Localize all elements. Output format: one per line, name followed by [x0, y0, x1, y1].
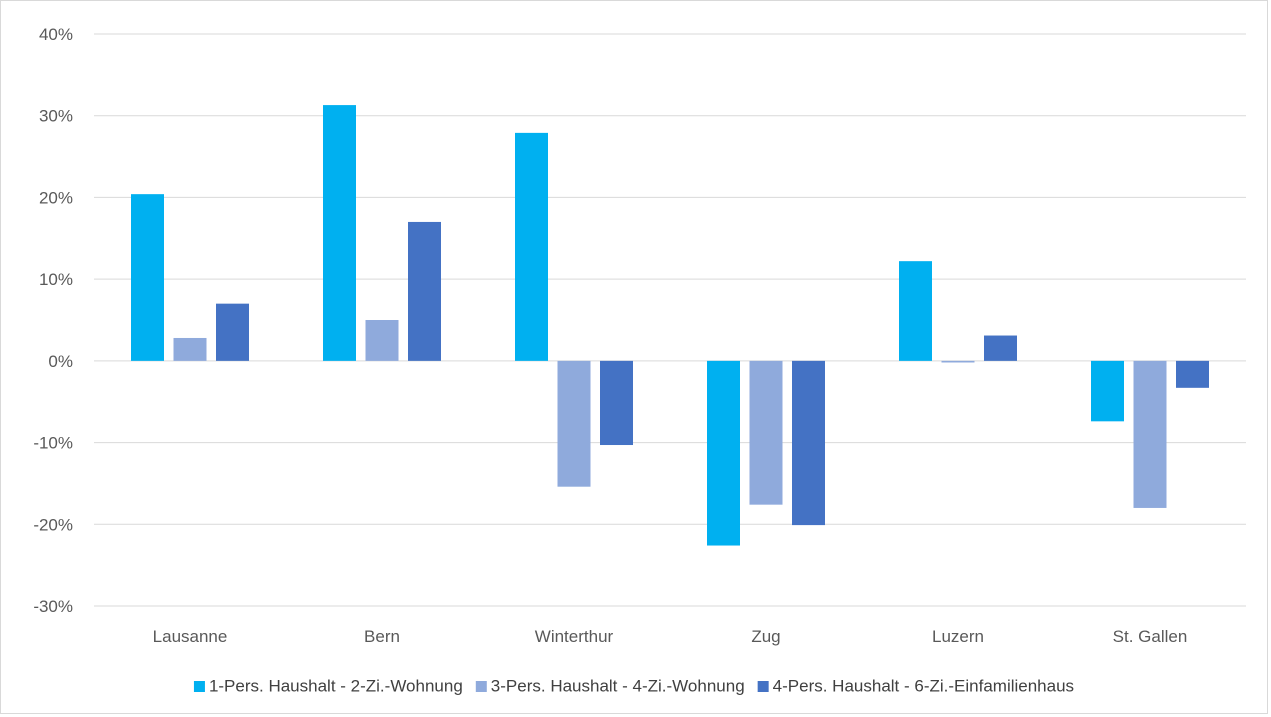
y-tick-label: 10%	[39, 270, 73, 289]
bar-st-gallen-series-3	[1176, 360, 1209, 388]
y-tick-label: 30%	[39, 107, 73, 126]
y-tick-label: -20%	[33, 515, 73, 534]
legend-item: 3-Pers. Haushalt - 4-Zi.-Wohnung	[475, 677, 745, 696]
gridlines	[94, 33, 1246, 607]
legend-item: 1-Pers. Haushalt - 2-Zi.-Wohnung	[193, 677, 463, 696]
x-category-label: St. Gallen	[1113, 627, 1188, 646]
x-category-label: Winterthur	[535, 627, 614, 646]
bar-luzern-series-3	[984, 335, 1017, 361]
bar-st-gallen-series-2	[1133, 360, 1167, 508]
y-tick-label: 20%	[39, 188, 73, 207]
x-category-label: Bern	[364, 627, 400, 646]
bar-winterthur-series-3	[600, 360, 633, 446]
legend-item: 4-Pers. Haushalt - 6-Zi.-Einfamilienhaus	[757, 677, 1074, 696]
bar-zug-series-2	[749, 360, 783, 505]
y-tick-label: -10%	[33, 434, 73, 453]
legend-label: 3-Pers. Haushalt - 4-Zi.-Wohnung	[491, 677, 745, 696]
bar-bern-series-3	[408, 221, 441, 361]
bar-bern-series-1	[323, 105, 356, 361]
x-category-label: Luzern	[932, 627, 984, 646]
bar-winterthur-series-2	[557, 360, 591, 487]
y-tick-label: -30%	[33, 597, 73, 616]
legend-label: 4-Pers. Haushalt - 6-Zi.-Einfamilienhaus	[773, 677, 1074, 696]
y-tick-label: 0%	[48, 352, 73, 371]
bar-st-gallen-series-1	[1091, 360, 1124, 422]
bar-luzern-series-1	[899, 261, 932, 361]
bar-winterthur-series-1	[515, 132, 548, 361]
bar-lausanne-series-3	[216, 303, 249, 361]
bar-zug-series-3	[792, 360, 825, 526]
y-tick-label: 40%	[39, 25, 73, 44]
x-category-label: Zug	[751, 627, 780, 646]
bar-bern-series-2	[365, 320, 399, 361]
x-axis-category-labels: Lausanne Bern Winterthur Zug Luzern St. Galle…	[153, 627, 1188, 646]
y-axis-tick-labels: 40% 30% 20% 10% 0% -10% -20% -30%	[33, 25, 73, 616]
bar-lausanne-series-1	[131, 194, 164, 361]
x-category-label: Lausanne	[153, 627, 228, 646]
legend-swatch	[193, 681, 205, 692]
bars	[131, 105, 1209, 546]
legend-swatch	[757, 681, 769, 692]
legend-swatch	[475, 681, 487, 692]
legend: 1-Pers. Haushalt - 2-Zi.-Wohnung 3-Pers. …	[193, 677, 1074, 696]
bar-zug-series-1	[707, 360, 740, 546]
bar-luzern-series-2	[941, 360, 975, 363]
bar-lausanne-series-2	[173, 337, 207, 361]
legend-label: 1-Pers. Haushalt - 2-Zi.-Wohnung	[209, 677, 463, 696]
